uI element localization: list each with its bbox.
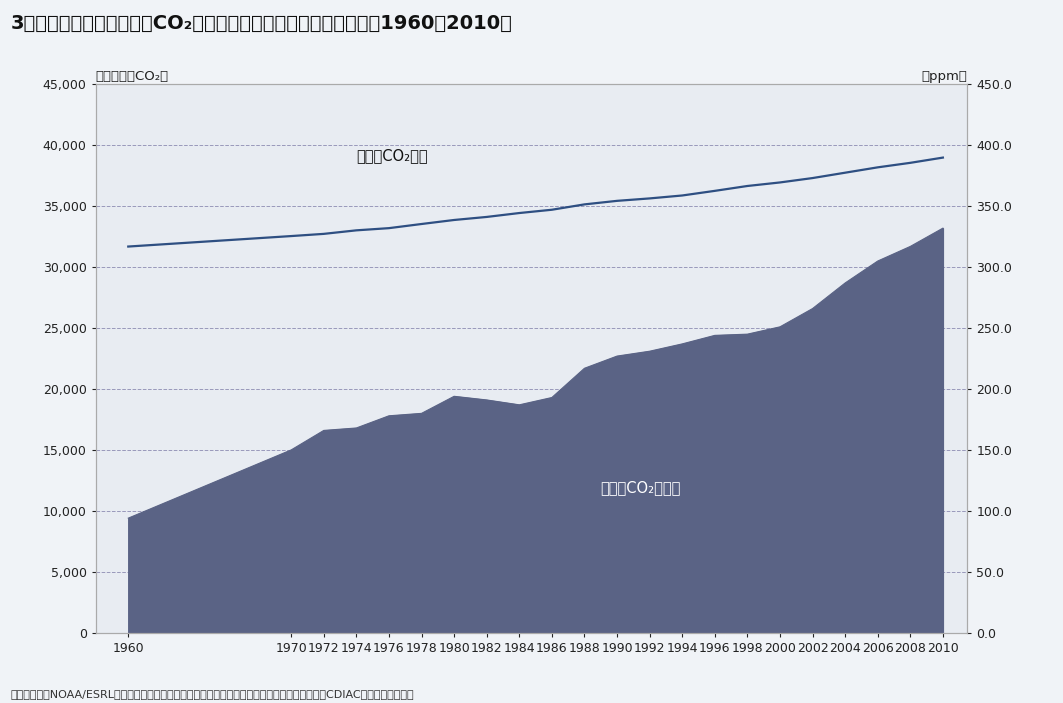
Text: （ppm）: （ppm） <box>922 70 967 83</box>
Text: 資料：濃度：NOAA/ESRL、排出量：米国オークリッジ国立研究所二酸化炭素情報分析センター（CDIAC）より環境省作成: 資料：濃度：NOAA/ESRL、排出量：米国オークリッジ国立研究所二酸化炭素情報… <box>11 690 415 699</box>
Text: 大気中CO₂濃度: 大気中CO₂濃度 <box>356 148 428 163</box>
Text: 人為的CO₂排出量: 人為的CO₂排出量 <box>601 481 681 496</box>
Text: 3．世界における大気中のCO₂濃度の推移と人為的排出量の累計（1960～2010）: 3．世界における大気中のCO₂濃度の推移と人為的排出量の累計（1960～2010… <box>11 14 512 33</box>
Text: （百万トンCO₂）: （百万トンCO₂） <box>96 70 169 83</box>
